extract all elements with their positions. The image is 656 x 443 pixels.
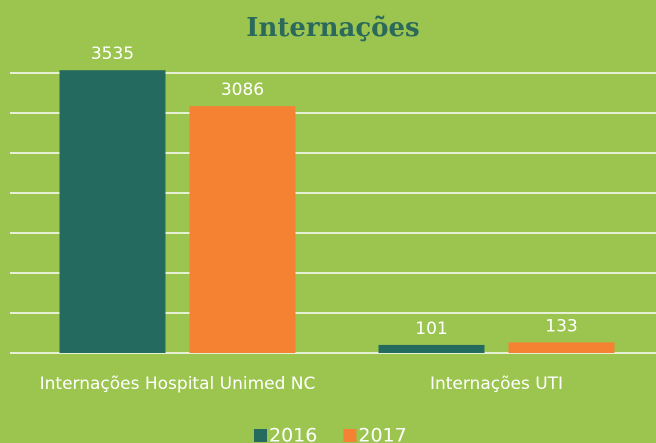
bar [59,70,166,353]
value-label-bg [92,44,133,65]
bar [378,344,485,353]
value-label-bg [411,318,452,339]
legend-swatch [343,429,357,442]
bar [508,342,615,353]
x-tick-label: Internações Hospital Unimed NC [40,374,316,394]
x-tick-label: Internações UTI [430,374,563,394]
value-label: 3535 [91,44,134,64]
value-label: 3086 [221,80,264,100]
value-label-bg [222,80,263,101]
value-label-bg [541,316,582,337]
value-label: 133 [545,316,577,336]
legend-label: 2017 [358,425,406,443]
legend-label: 2016 [269,425,317,443]
bar [189,106,296,354]
value-label: 101 [415,319,447,339]
chart-title: Internações [246,13,419,43]
legend-swatch [254,429,267,442]
